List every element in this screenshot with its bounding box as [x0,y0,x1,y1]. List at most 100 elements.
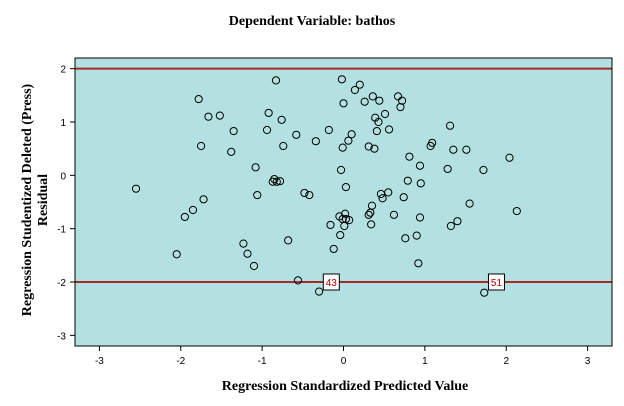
data-point [415,161,425,170]
data-point [399,193,408,202]
data-point [253,190,262,200]
data-point [215,111,224,120]
data-point [372,126,381,136]
data-point [445,121,455,130]
y-axis-label: Regression Studentized Deleted (Press) R… [20,83,51,316]
data-point [326,220,335,230]
data-point [337,75,346,84]
x-tick-label: -3 [95,356,104,367]
annotation-label: 51 [491,278,503,289]
data-point [428,138,437,147]
x-tick-label: 3 [585,356,591,367]
data-point [271,76,281,85]
data-point [396,102,405,112]
chart-title: Dependent Variable: bathos [229,14,396,29]
y-tick-label: -2 [57,278,66,289]
data-point [465,199,474,208]
data-point [131,184,141,193]
data-point [324,125,333,135]
data-point [397,96,407,105]
reference-lines [75,67,612,283]
data-point [370,144,379,153]
data-point [364,142,373,151]
y-axis: -3 -2 -1 0 1 2 [57,65,75,342]
data-point [449,145,458,154]
x-tick-label: 0 [341,356,347,367]
data-point [462,145,471,154]
data-point [443,164,452,174]
data-point [336,165,346,175]
data-point [505,153,514,162]
data-point [403,176,412,185]
data-point [264,108,273,118]
data-point [329,244,338,254]
data-points [131,75,521,297]
x-tick-label: -2 [176,356,185,367]
data-point [401,234,410,243]
point-annotations: 43 51 [322,273,505,291]
data-point [367,220,376,229]
data-point [249,261,259,271]
data-point [412,231,421,240]
data-point [350,85,359,95]
data-point [368,92,377,101]
data-point [378,194,387,203]
data-point [194,94,203,104]
data-point [405,152,414,161]
data-point [415,213,425,222]
data-point [416,179,425,188]
data-point [374,117,383,127]
data-point [251,163,260,172]
data-point [384,188,393,197]
data-point [344,136,353,145]
data-point [272,177,281,186]
y-tick-label: -3 [57,331,66,342]
data-point [389,210,399,219]
data-point [172,250,181,259]
data-point [453,217,462,226]
data-point [293,276,303,285]
data-point [341,209,350,218]
x-axis: -3 -2 -1 0 1 2 3 [95,346,591,367]
data-point [375,96,384,105]
data-point [341,182,351,192]
data-point [341,214,351,224]
data-point [446,221,455,231]
data-point [279,141,288,151]
data-point [270,174,279,184]
data-point [275,177,285,186]
data-point [229,126,238,136]
data-point [512,206,521,216]
data-point [188,205,198,215]
data-point [355,80,364,89]
data-point [292,130,301,139]
data-point [414,259,423,268]
data-point [345,216,354,225]
y-tick-label: 1 [60,118,66,129]
data-point [360,97,369,106]
data-point [347,130,356,139]
data-point [239,239,248,248]
data-point [262,125,272,135]
x-tick-label: -1 [258,356,267,367]
y-tick-label: 2 [60,65,66,76]
y-axis-label-line-1: Regression Studentized Deleted (Press) [20,83,35,316]
annotation-label: 43 [326,278,338,289]
data-point [284,236,293,245]
plot-area [75,58,612,346]
data-point [180,212,189,222]
data-point [305,190,314,200]
data-point [479,165,488,175]
data-point [338,143,347,152]
data-point [364,210,373,219]
data-point [204,112,213,121]
data-point [311,137,320,146]
data-point [480,288,489,297]
y-tick-label: 0 [60,171,66,182]
data-point [243,249,252,258]
data-point [199,195,208,204]
data-point [197,141,206,151]
data-point [227,147,236,156]
data-point [384,125,394,134]
